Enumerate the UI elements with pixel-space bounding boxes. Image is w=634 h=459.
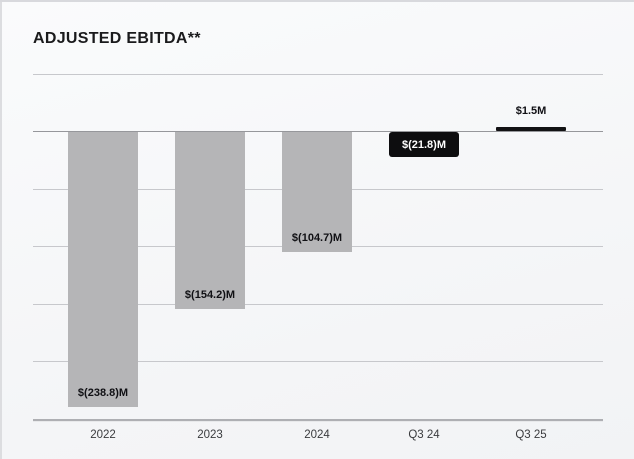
x-tick-q3-24: Q3 24 [408,429,440,441]
x-tick-2024: 2024 [304,429,330,441]
x-tick-2022: 2022 [90,429,116,441]
x-tick-q3-25: Q3 25 [515,429,547,441]
gridline [33,361,603,362]
bar-value-label: $(21.8)M [401,138,447,151]
bar-value-label: $(154.2)M [184,289,236,301]
bar-2022: $(238.8)M [68,132,138,407]
chart-title: ADJUSTED EBITDA** [33,30,201,47]
bar-q3-25 [496,127,566,131]
zero-baseline [33,131,603,132]
bar-2024: $(104.7)M [282,132,352,252]
x-tick-2023: 2023 [197,429,223,441]
bar-q3-24: $(21.8)M [389,132,459,157]
bar-2023: $(154.2)M [175,132,245,309]
gridline [33,304,603,305]
x-axis-line [33,419,603,422]
bar-value-label: $(238.8)M [77,387,129,399]
gridline [33,74,603,75]
bar-value-label: $(104.7)M [291,232,343,244]
bar-value-label: $1.5M [515,105,547,117]
